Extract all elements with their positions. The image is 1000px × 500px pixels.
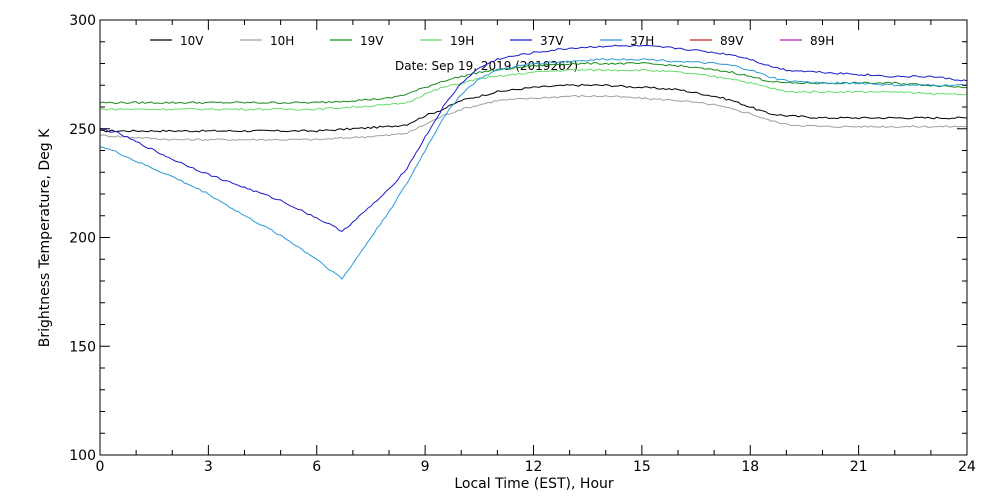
x-tick-label: 15 [633,459,651,475]
legend-label-19v: 19V [360,34,384,48]
axis-ticks [99,19,968,456]
legend-label-10v: 10V [180,34,204,48]
series-line-37v [99,44,968,232]
series-line-10v [99,83,968,133]
date-annotation: Date: Sep 19, 2019 (2019262) [395,59,578,73]
x-tick-label: 6 [312,459,321,475]
legend: 10V 10H 19V 19H 37V 37H 89V 89H [150,34,834,48]
series-line-10h [99,94,968,142]
y-tick-label: 300 [69,13,96,29]
x-tick-label: 3 [204,459,213,475]
y-tick-label: 150 [69,339,96,355]
series-line-37h [99,57,968,280]
axis-tick-labels: 0 3 6 9 12 15 18 21 24 100 150 200 250 300 [69,13,976,475]
y-tick-label: 100 [69,448,96,464]
legend-label-89v: 89V [720,34,744,48]
x-tick-label: 9 [421,459,430,475]
legend-label-37h: 37H [630,34,654,48]
legend-label-19h: 19H [450,34,474,48]
legend-label-89h: 89H [810,34,834,48]
y-tick-label: 250 [69,122,96,138]
y-tick-label: 200 [69,231,96,247]
y-axis-title: Brightness Temperature, Deg K [37,128,53,347]
x-tick-label: 0 [96,459,105,475]
series-line-19v [99,61,968,105]
legend-label-37v: 37V [540,34,564,48]
x-tick-label: 21 [850,459,868,475]
series-line-19h [99,68,968,111]
x-axis-title: Local Time (EST), Hour [454,476,614,492]
x-tick-label: 12 [525,459,543,475]
plot-lines [99,44,968,280]
x-tick-label: 18 [741,459,759,475]
x-tick-label: 24 [958,459,976,475]
legend-label-10h: 10H [270,34,294,48]
plot-frame [99,19,968,456]
